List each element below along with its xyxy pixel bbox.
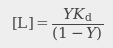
Text: $[\mathrm{L}] = \dfrac{YK_{\mathrm{d}}}{(1 - Y)}$: $[\mathrm{L}] = \dfrac{YK_{\mathrm{d}}}{…: [11, 6, 102, 42]
